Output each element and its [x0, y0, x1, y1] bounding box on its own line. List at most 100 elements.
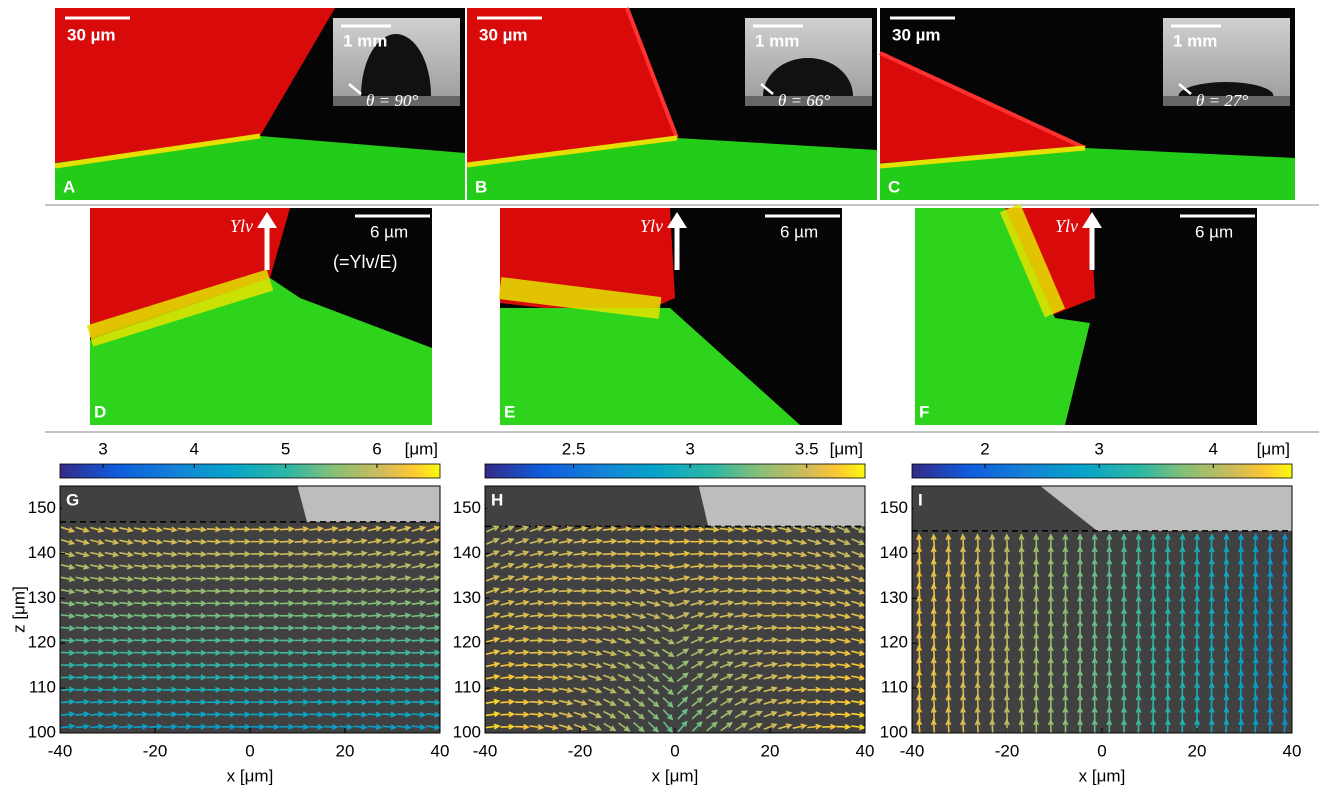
flow-arrow: [748, 526, 764, 533]
flow-arrow: [382, 674, 398, 681]
flow-arrow: [265, 625, 281, 631]
panel-label: F: [919, 402, 929, 421]
flow-arrow: [514, 624, 530, 631]
flow-arrow: [646, 624, 661, 632]
flow-arrow: [338, 538, 354, 545]
flow-arrow: [500, 612, 515, 619]
flow-arrow: [500, 587, 515, 594]
colorbar-tick-label: 5: [281, 439, 290, 458]
colorbar-tick-label: 3: [685, 439, 694, 458]
flow-arrow: [930, 570, 937, 586]
flow-arrow: [236, 699, 251, 706]
flow-arrow: [89, 723, 105, 730]
flow-arrow: [338, 612, 354, 619]
flow-arrow: [588, 600, 603, 607]
flow-arrow: [236, 600, 251, 607]
flow-arrow: [396, 624, 412, 631]
flow-arrow: [411, 525, 427, 532]
flow-arrow: [309, 587, 325, 594]
flow-arrow: [75, 723, 91, 730]
flow-arrow: [1106, 533, 1113, 549]
flow-arrow: [353, 674, 368, 681]
colorbar-tick-label: 3: [98, 439, 107, 458]
flow-arrow: [1281, 619, 1288, 635]
x-tick-label: 20: [1188, 741, 1207, 760]
flow-arrow: [192, 686, 208, 693]
x-tick-label: 20: [336, 741, 355, 760]
flow-arrow: [930, 619, 937, 635]
flow-arrow: [119, 649, 135, 656]
flow-arrow: [632, 661, 646, 669]
flow-arrow: [309, 699, 325, 706]
flow-arrow: [60, 625, 76, 632]
flow-arrow: [221, 612, 237, 619]
solid-region: [60, 486, 440, 733]
flow-arrow: [163, 649, 178, 656]
flow-arrow: [646, 588, 662, 595]
flow-arrow: [748, 673, 764, 681]
flow-arrow: [734, 612, 749, 619]
flow-arrow: [60, 637, 76, 644]
flow-arrow: [265, 723, 281, 730]
y-axis-label: z [μm]: [9, 586, 28, 633]
flow-arrow: [748, 661, 764, 668]
flow-arrow: [544, 612, 560, 619]
flow-arrow: [544, 600, 560, 607]
flow-arrow: [662, 697, 674, 708]
x-tick-label: 40: [856, 741, 875, 760]
flow-arrow: [632, 637, 647, 644]
flow-arrow: [588, 637, 603, 644]
flow-arrow: [690, 612, 705, 619]
flow-arrow: [1281, 595, 1288, 610]
panel-label: C: [888, 177, 900, 196]
micrograph-panel: 30 µm A 1 mm θ = 90°: [54, 8, 465, 200]
flow-arrow: [294, 711, 310, 718]
flow-arrow: [367, 525, 383, 532]
flow-arrow: [778, 686, 793, 693]
flow-arrow: [104, 563, 120, 570]
flow-arrow: [265, 526, 281, 533]
flow-arrow: [280, 662, 295, 669]
flow-arrow: [763, 600, 779, 607]
flow-arrow: [382, 612, 398, 619]
flow-arrow: [75, 637, 91, 644]
flow-arrow: [821, 662, 837, 669]
flow-arrow: [588, 538, 603, 545]
flow-arrow: [1267, 656, 1274, 672]
flow-arrow: [221, 625, 237, 632]
flow-arrow: [396, 587, 412, 594]
panel-label: G: [66, 490, 79, 509]
flow-arrow: [573, 637, 589, 644]
flow-arrow: [631, 588, 647, 595]
flow-arrow: [1267, 718, 1274, 734]
flow-arrow: [309, 575, 325, 582]
flow-arrow: [250, 674, 266, 681]
overlap-band: [999, 203, 1066, 318]
flow-arrow: [778, 710, 793, 717]
flow-arrow: [119, 686, 135, 693]
flow-arrow: [544, 624, 560, 631]
flow-arrow: [690, 636, 705, 644]
flow-arrow: [529, 600, 545, 606]
flow-arrow: [807, 674, 823, 681]
flow-arrow: [236, 625, 251, 632]
flow-arrow: [411, 624, 427, 631]
flow-arrow: [778, 624, 793, 631]
flow-arrow: [309, 723, 325, 730]
flow-arrow: [1267, 533, 1274, 549]
flow-arrow: [485, 624, 501, 631]
flow-arrow: [778, 526, 793, 533]
y-tick-label: 100: [453, 722, 481, 741]
flow-arrow: [177, 699, 193, 706]
flow-arrow: [690, 563, 706, 569]
flow-arrow: [1033, 533, 1040, 549]
flow-arrow: [177, 588, 193, 595]
flow-arrow: [104, 686, 120, 693]
droplet: [763, 58, 853, 96]
flow-arrow: [602, 686, 617, 694]
panel-label-box: [62, 488, 84, 512]
flow-arrow: [792, 600, 808, 607]
flow-arrow: [558, 600, 574, 607]
flow-arrow: [426, 538, 441, 545]
overlap-band: [86, 269, 274, 347]
